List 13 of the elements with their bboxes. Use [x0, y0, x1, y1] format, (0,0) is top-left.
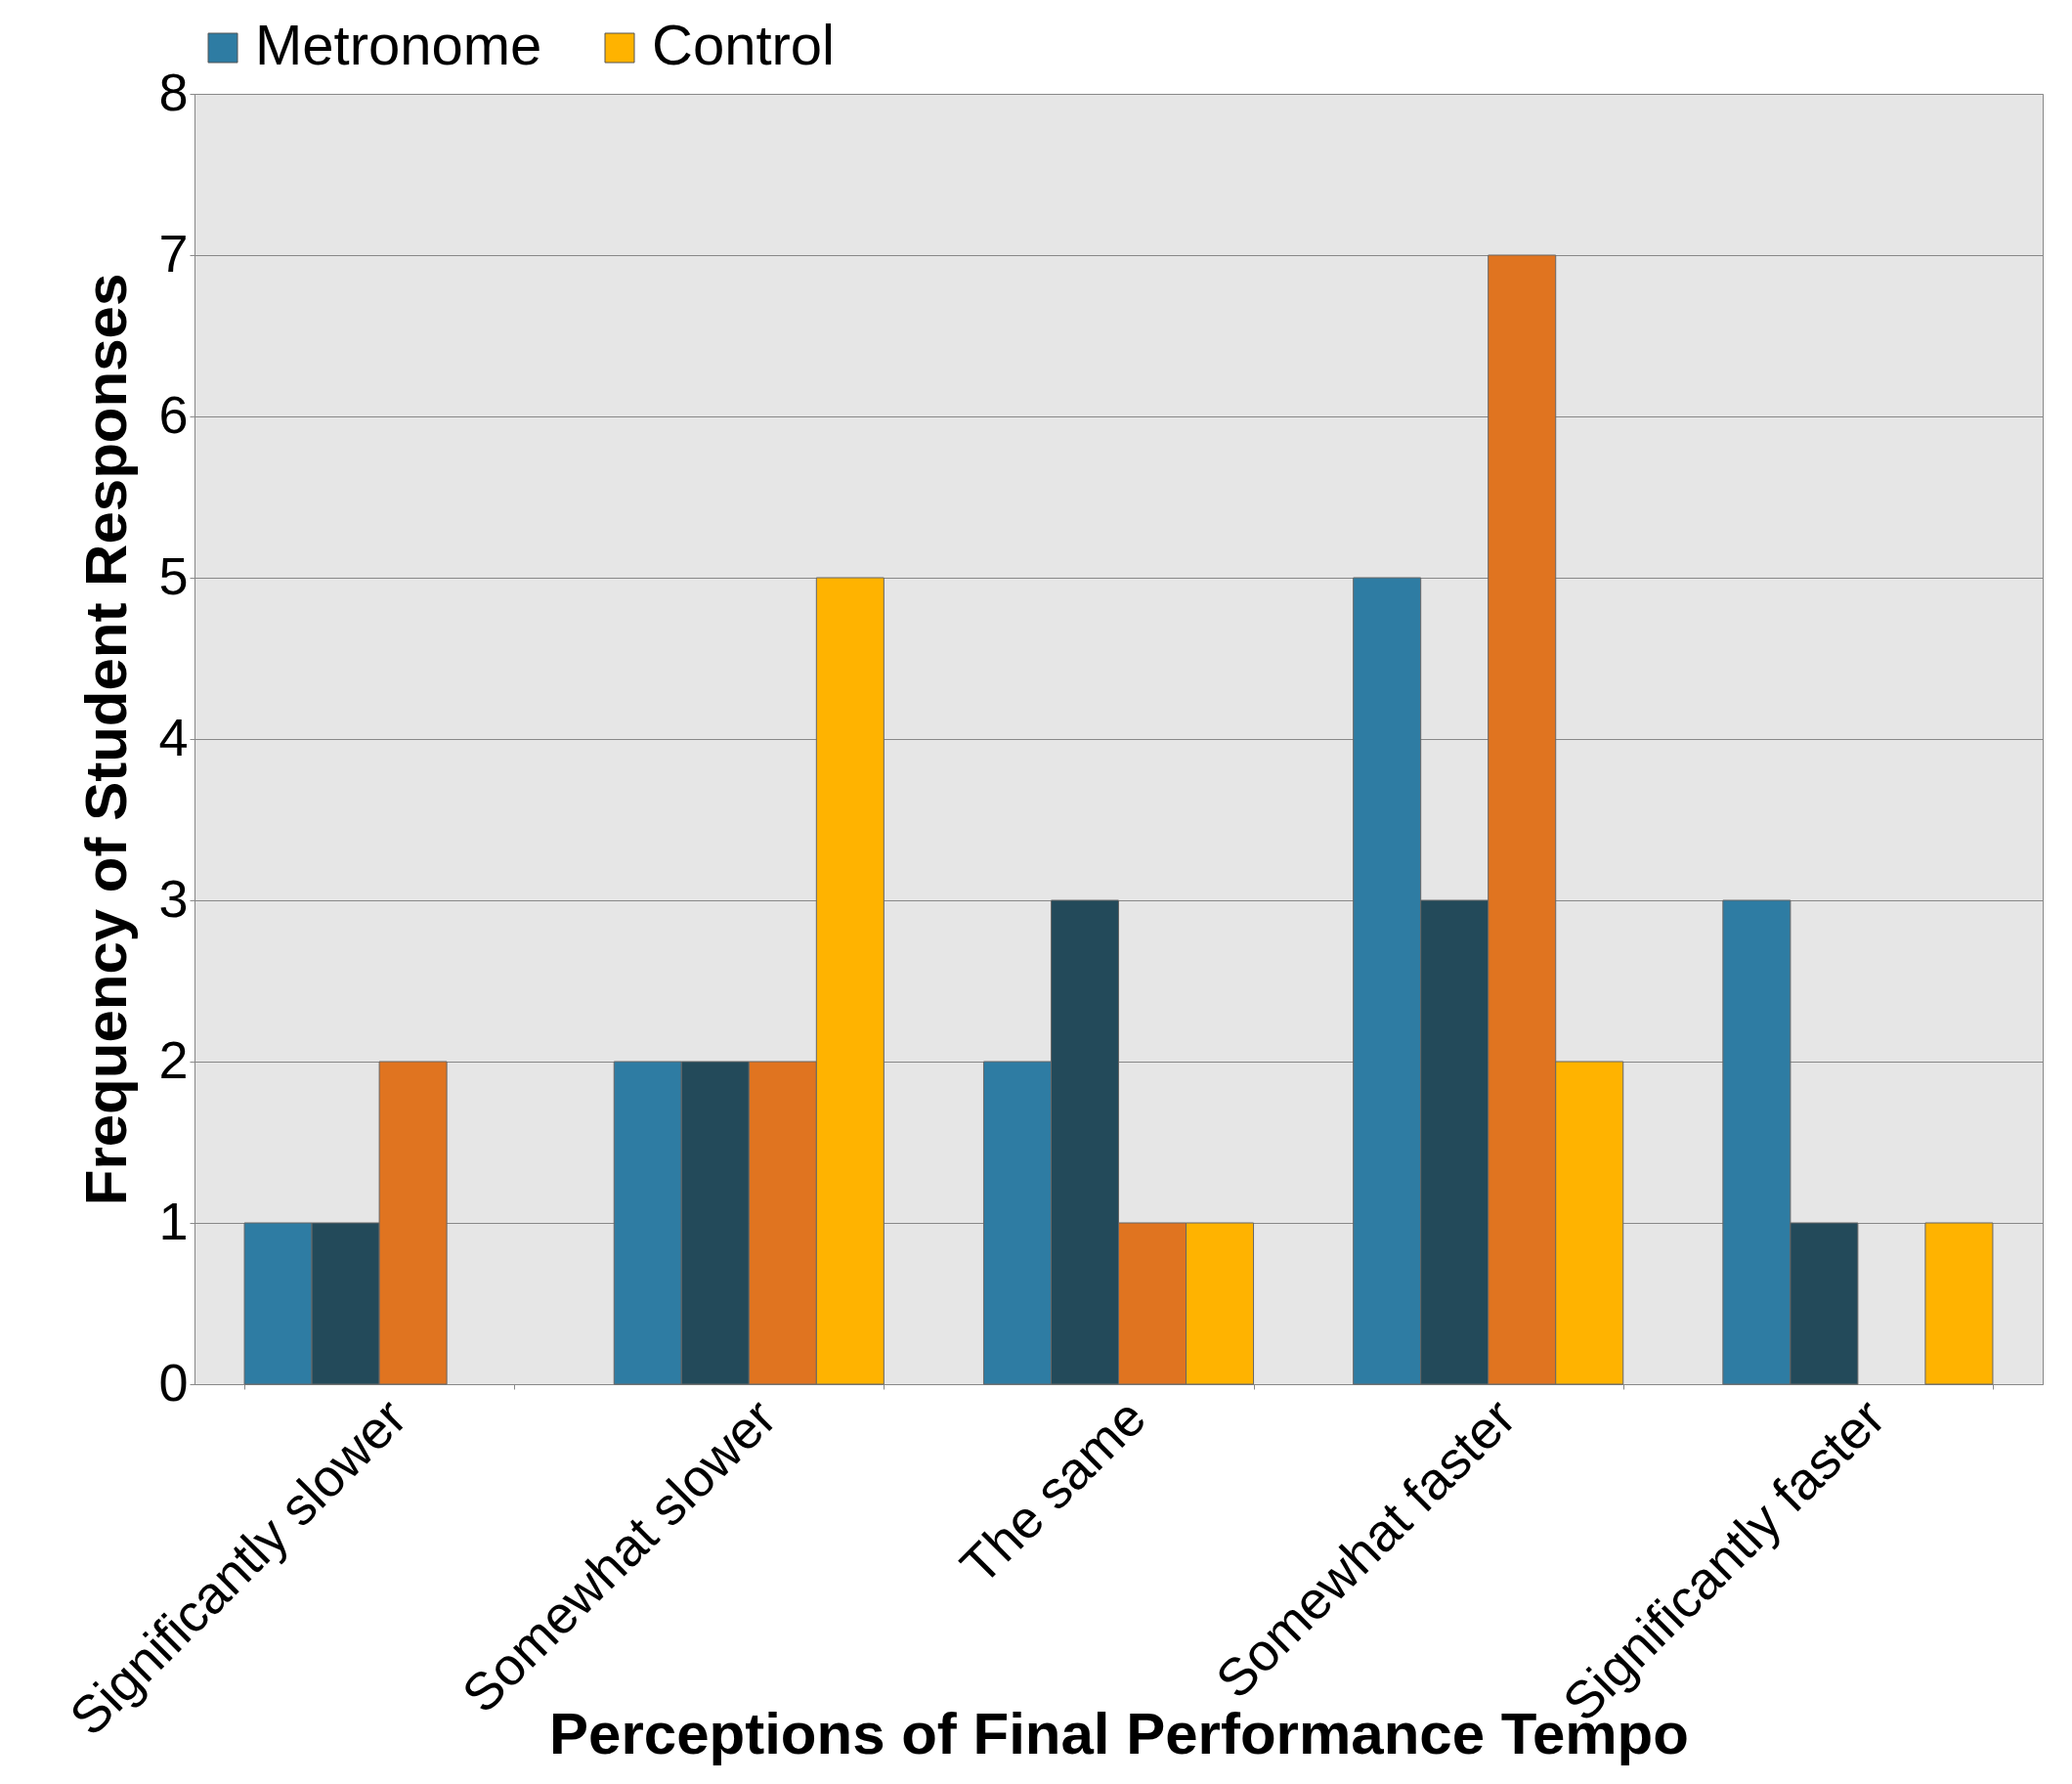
y-tick-label: 0: [158, 1352, 189, 1412]
y-tick-label: 7: [158, 223, 189, 283]
y-axis-title: Frequency of Student Responses: [73, 273, 140, 1206]
legend-label: Control: [652, 13, 835, 76]
y-tick-label: 3: [158, 868, 189, 928]
y-tick-label: 1: [158, 1191, 189, 1250]
y-tick-label: 8: [158, 62, 189, 121]
legend-label: Metronome: [255, 13, 542, 76]
y-tick-label: 5: [158, 545, 189, 605]
y-tick-label: 4: [158, 707, 189, 766]
y-tick-label: 2: [158, 1029, 189, 1089]
y-tick-label: 6: [158, 384, 189, 444]
bar: [1924, 1222, 1994, 1385]
